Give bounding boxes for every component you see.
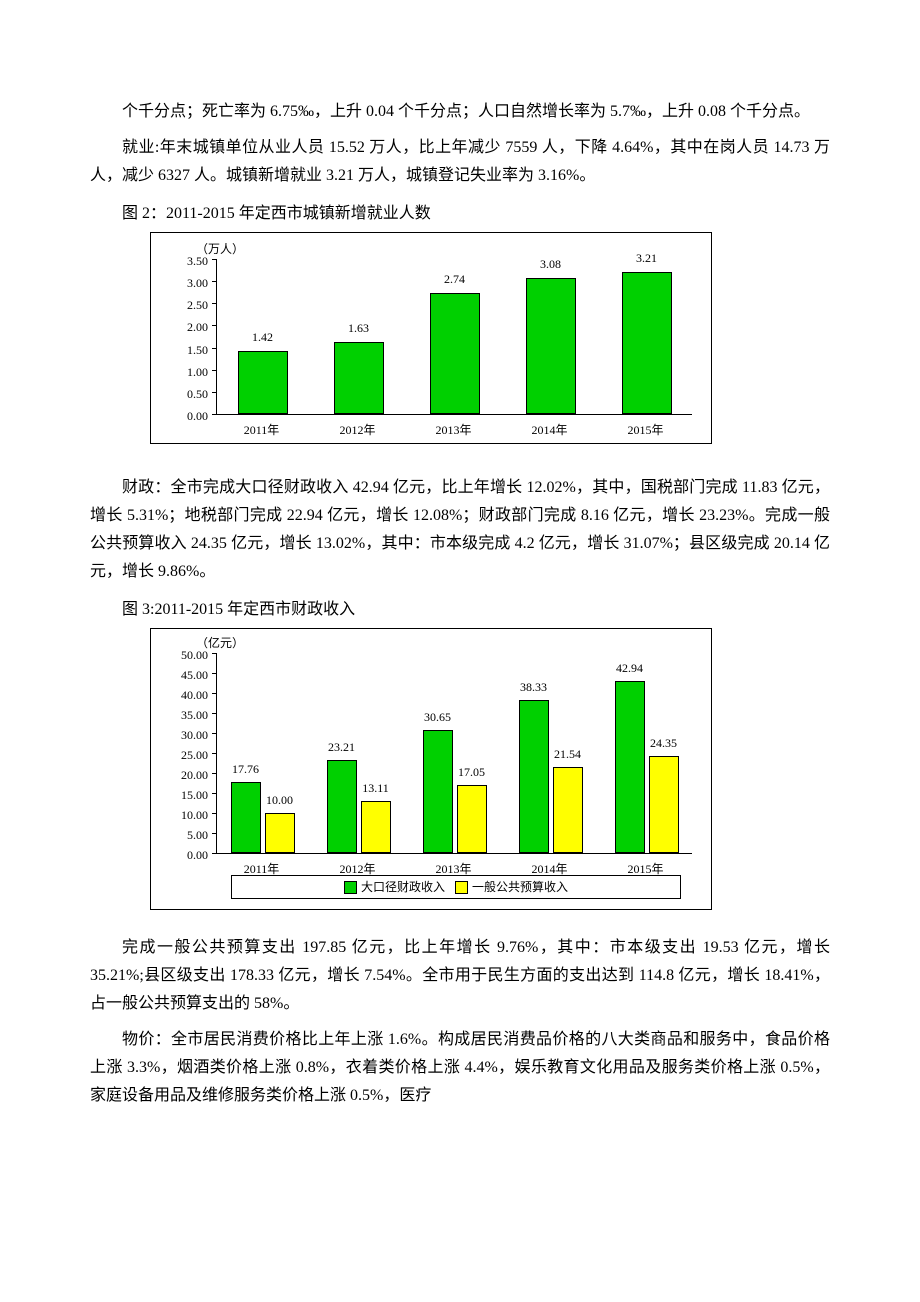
chart3-wrap: （亿元）17.7610.0023.2113.1130.6517.0538.332… (150, 628, 830, 910)
y-tick-label: 25.00 (151, 745, 208, 766)
y-tick-label: 0.50 (151, 384, 208, 405)
y-tick-label: 5.00 (151, 825, 208, 846)
chart2: （万人）1.421.632.743.083.210.000.501.001.50… (150, 232, 712, 444)
value-label: 24.35 (641, 733, 687, 754)
value-label: 2.74 (425, 269, 485, 290)
legend-swatch (455, 881, 468, 894)
y-tick-label: 35.00 (151, 705, 208, 726)
y-tick-label: 3.00 (151, 273, 208, 294)
value-label: 38.33 (511, 677, 557, 698)
value-label: 3.21 (617, 248, 677, 269)
y-tick-label: 0.00 (151, 406, 208, 427)
chart3: （亿元）17.7610.0023.2113.1130.6517.0538.332… (150, 628, 712, 910)
legend-item: 大口径财政收入 (344, 877, 445, 898)
legend-swatch (344, 881, 357, 894)
bar (334, 342, 384, 414)
bar (457, 785, 487, 853)
bar (553, 767, 583, 853)
bar (519, 700, 549, 853)
x-category-label: 2015年 (611, 420, 681, 441)
paragraph-4: 完成一般公共预算支出 197.85 亿元，比上年增长 9.76%，其中：市本级支… (90, 934, 830, 1018)
value-label: 1.42 (233, 327, 293, 348)
value-label: 10.00 (257, 790, 303, 811)
y-tick-label: 1.50 (151, 340, 208, 361)
y-tick-label: 0.00 (151, 845, 208, 866)
legend: 大口径财政收入 一般公共预算收入 (231, 875, 681, 899)
paragraph-5: 物价：全市居民消费价格比上年上涨 1.6%。构成居民消费品价格的八大类商品和服务… (90, 1026, 830, 1110)
value-label: 17.05 (449, 762, 495, 783)
chart2-wrap: （万人）1.421.632.743.083.210.000.501.001.50… (150, 232, 830, 444)
bar (327, 760, 357, 853)
value-label: 1.63 (329, 318, 389, 339)
bar (526, 278, 576, 414)
y-tick-label: 2.00 (151, 317, 208, 338)
paragraph-2: 就业:年末城镇单位从业人员 15.52 万人，比上年减少 7559 人，下降 4… (90, 134, 830, 190)
y-tick-label: 1.00 (151, 362, 208, 383)
x-category-label: 2014年 (515, 420, 585, 441)
x-category-label: 2012年 (323, 420, 393, 441)
bar (649, 756, 679, 853)
bar (238, 351, 288, 414)
legend-item: 一般公共预算收入 (455, 877, 568, 898)
x-category-label: 2011年 (227, 420, 297, 441)
x-category-label: 2013年 (419, 420, 489, 441)
y-tick-label: 30.00 (151, 725, 208, 746)
plot-area: 17.76 10.00 23.21 13.11 30.65 17.05 38.33 21.54… (216, 653, 692, 854)
y-tick-label: 20.00 (151, 765, 208, 786)
y-tick-label: 45.00 (151, 665, 208, 686)
y-tick-label: 50.00 (151, 645, 208, 666)
chart3-caption: 图 3:2011-2015 年定西市财政收入 (90, 596, 830, 624)
value-label: 17.76 (223, 759, 269, 780)
plot-area: 1.421.632.743.083.21 (216, 259, 692, 415)
bar (265, 813, 295, 853)
value-label: 23.21 (319, 737, 365, 758)
value-label: 30.65 (415, 707, 461, 728)
value-label: 13.11 (353, 778, 399, 799)
y-tick-label: 10.00 (151, 805, 208, 826)
y-tick-label: 2.50 (151, 295, 208, 316)
page: 个千分点；死亡率为 6.75‰，上升 0.04 个千分点；人口自然增长率为 5.… (0, 0, 920, 1158)
chart2-caption: 图 2：2011-2015 年定西市城镇新增就业人数 (90, 200, 830, 228)
legend-label: 一般公共预算收入 (472, 880, 568, 894)
bar (361, 801, 391, 853)
y-tick-label: 15.00 (151, 785, 208, 806)
y-tick-label: 40.00 (151, 685, 208, 706)
paragraph-1: 个千分点；死亡率为 6.75‰，上升 0.04 个千分点；人口自然增长率为 5.… (90, 98, 830, 126)
bar (423, 730, 453, 853)
bar (622, 272, 672, 414)
y-tick-label: 3.50 (151, 251, 208, 272)
value-label: 42.94 (607, 658, 653, 679)
bar (615, 681, 645, 853)
paragraph-3: 财政：全市完成大口径财政收入 42.94 亿元，比上年增长 12.02%，其中，… (90, 474, 830, 586)
value-label: 3.08 (521, 254, 581, 275)
legend-label: 大口径财政收入 (361, 880, 445, 894)
bar (430, 293, 480, 414)
value-label: 21.54 (545, 744, 591, 765)
